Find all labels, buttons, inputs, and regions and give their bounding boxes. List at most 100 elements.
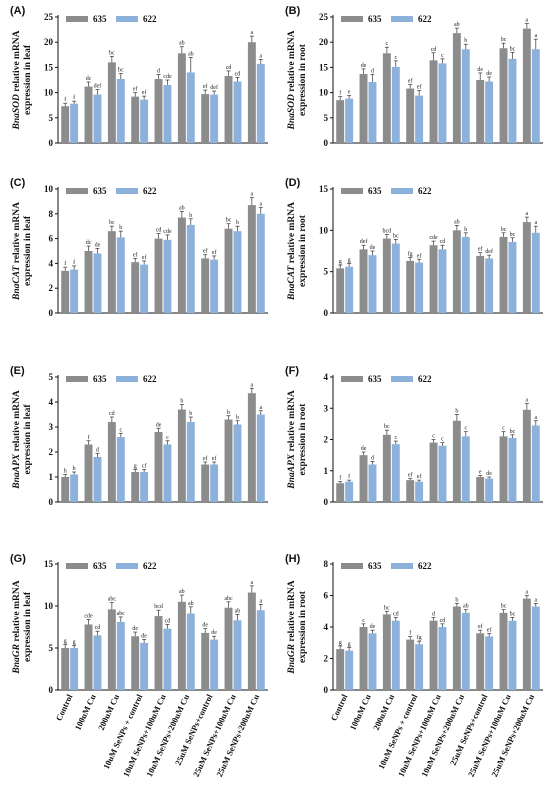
legend-label: 622 xyxy=(143,374,157,384)
y-tick-label: 5 xyxy=(49,113,54,123)
significance-label: cd xyxy=(109,411,115,417)
bar-635 xyxy=(429,60,438,143)
bar-635 xyxy=(84,444,93,502)
x-tick-label: 10uM SeNPs+200uM Cu xyxy=(419,692,466,778)
significance-label: bc xyxy=(109,220,115,226)
bar-635 xyxy=(429,620,438,690)
y-tick-label: 5 xyxy=(324,267,329,277)
bar-622 xyxy=(140,472,149,502)
significance-label: de xyxy=(132,626,138,632)
bar-622 xyxy=(345,266,354,313)
y-axis-label: BnaSOD relative mRNA xyxy=(287,30,297,130)
y-tick-label: 4 xyxy=(49,397,54,407)
bar-622 xyxy=(438,249,447,313)
legend-swatch-635 xyxy=(341,376,363,382)
significance-label: f xyxy=(339,90,341,97)
bar-622 xyxy=(461,49,470,144)
bar-622 xyxy=(485,636,494,690)
y-tick-label: 0 xyxy=(324,308,329,318)
bar-635 xyxy=(154,616,163,690)
significance-label: de xyxy=(486,471,492,477)
bar-635 xyxy=(406,260,415,313)
bar-622 xyxy=(116,78,125,143)
bar-635 xyxy=(429,442,438,502)
x-tick-label: 200uM Cu xyxy=(371,692,396,731)
bar-635 xyxy=(336,100,345,143)
bar-622 xyxy=(70,648,79,690)
bar-635 xyxy=(107,62,116,143)
significance-label: def xyxy=(360,238,368,245)
legend-swatch-622 xyxy=(391,376,413,382)
significance-label: a xyxy=(534,220,537,226)
significance-label: cd xyxy=(226,65,232,71)
significance-label: f xyxy=(64,96,66,103)
bar-622 xyxy=(368,633,377,690)
y-tick-label: 5 xyxy=(324,113,329,123)
legend-swatch-622 xyxy=(391,188,413,194)
panel-label: (C) xyxy=(10,177,26,189)
bar-622 xyxy=(116,437,125,502)
significance-label: ef xyxy=(408,472,413,479)
significance-label: ab xyxy=(463,604,469,610)
y-tick-label: 6 xyxy=(49,234,54,244)
significance-label: f xyxy=(73,94,75,101)
bar-635 xyxy=(131,472,140,502)
significance-label: a xyxy=(526,398,529,404)
bar-622 xyxy=(415,481,424,502)
bar-635 xyxy=(476,633,485,690)
y-axis-label-2: expression in leaf xyxy=(23,591,33,662)
y-tick-label: 10 xyxy=(44,184,54,194)
y-axis-label: BnaCAT relative mRNA xyxy=(12,202,22,301)
bar-635 xyxy=(406,639,415,690)
bar-622 xyxy=(210,464,219,502)
panel-label: (B) xyxy=(285,5,301,17)
significance-label: de xyxy=(361,63,367,69)
y-axis-label-2: expression in root xyxy=(298,403,308,476)
y-axis-label-rest: relative mRNA xyxy=(287,580,297,644)
bar-635 xyxy=(61,477,70,502)
significance-label: bc xyxy=(510,46,516,52)
significance-label: bc xyxy=(226,218,232,224)
y-axis-label-2: expression in leaf xyxy=(23,44,33,115)
bar-622 xyxy=(368,464,377,502)
significance-label: b xyxy=(464,227,467,233)
y-tick-label: 0 xyxy=(49,497,54,507)
bar-635 xyxy=(224,75,233,143)
significance-label: c xyxy=(362,618,365,624)
bar-622 xyxy=(531,425,540,502)
x-tick-label: 100uM Cu xyxy=(347,692,372,731)
bar-635 xyxy=(476,477,485,502)
bar-635 xyxy=(359,249,368,313)
bar-635 xyxy=(84,624,93,690)
significance-label: b xyxy=(455,597,458,603)
legend-label: 635 xyxy=(93,374,107,384)
panel-label: (A) xyxy=(10,5,26,17)
significance-label: f xyxy=(339,475,341,482)
bar-635 xyxy=(336,268,345,313)
y-tick-label: 15 xyxy=(319,62,329,72)
significance-label: c xyxy=(119,427,122,433)
y-tick-label: 8 xyxy=(324,559,329,569)
x-tick-label: 10uM SeNPs+100uM Cu xyxy=(396,692,443,778)
significance-label: a xyxy=(251,382,254,388)
significance-label: de xyxy=(156,422,162,428)
legend-swatch-635 xyxy=(66,188,88,194)
significance-label: bcd xyxy=(383,228,392,234)
significance-label: cde xyxy=(163,74,172,80)
significance-label: de xyxy=(477,67,483,73)
y-tick-label: 1 xyxy=(324,466,329,476)
y-tick-label: 20 xyxy=(44,37,54,47)
legend-label: 622 xyxy=(143,14,157,24)
x-tick-label: 25uM SeNPs+200uM Cu xyxy=(214,692,261,778)
bar-622 xyxy=(163,239,172,313)
y-axis-gene: BnaCAT xyxy=(12,264,22,301)
legend-swatch-622 xyxy=(116,188,138,194)
significance-label: ef xyxy=(142,89,147,96)
significance-label: ab xyxy=(179,589,185,595)
significance-label: c xyxy=(441,437,444,443)
y-axis-label-rest: relative mRNA xyxy=(12,202,22,266)
significance-label: de xyxy=(361,446,367,452)
bar-622 xyxy=(391,444,400,502)
y-tick-label: 25 xyxy=(319,12,329,22)
y-tick-label: 15 xyxy=(319,184,329,194)
